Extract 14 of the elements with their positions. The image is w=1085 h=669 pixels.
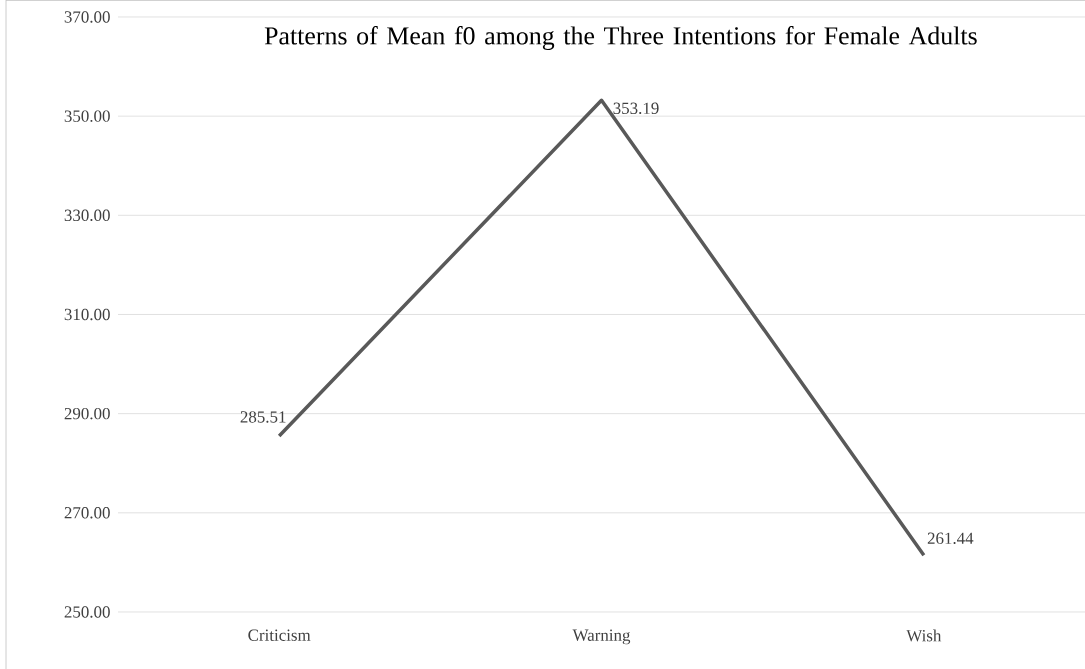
y-tick-label: 310.00 [64, 308, 110, 321]
y-tick-label: 350.00 [64, 110, 110, 122]
y-tick-label: 270.00 [64, 507, 110, 519]
data-label: 261.44 [927, 532, 974, 545]
y-tick-label: 250.00 [64, 606, 110, 618]
y-tick-label: 330.00 [64, 209, 110, 222]
x-tick-label: Wish [906, 629, 942, 642]
data-label: 285.51 [240, 411, 286, 423]
data-label: 353.19 [613, 102, 659, 115]
x-tick-label: Warning [572, 629, 631, 645]
y-tick-label: 290.00 [64, 407, 110, 420]
x-tick-label: Criticism [248, 629, 311, 641]
y-tick-label: 370.00 [64, 11, 110, 23]
chart-title: Patterns of Mean f0 among the Three Intentions for Female Adults [264, 26, 977, 50]
